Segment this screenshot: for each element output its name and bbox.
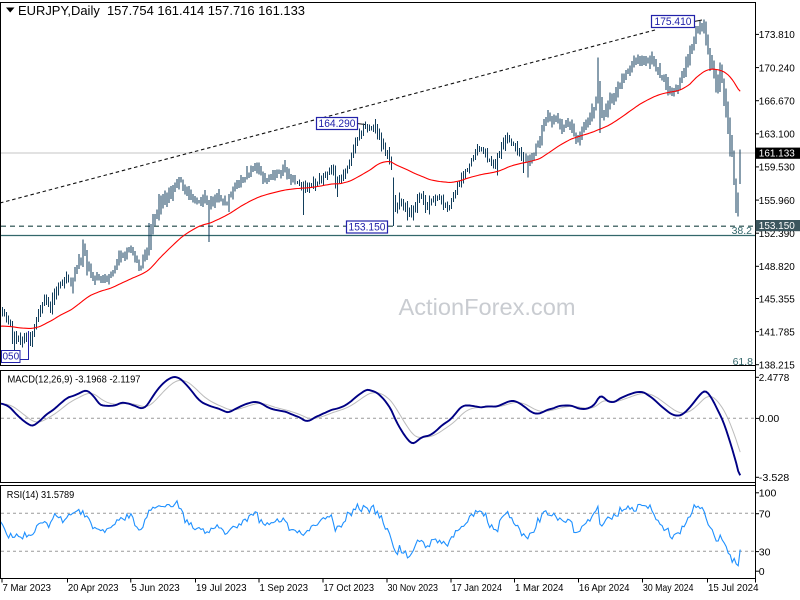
svg-text:RSI(14) 31.5789: RSI(14) 31.5789 [7,489,75,501]
svg-text:100: 100 [759,488,777,500]
svg-text:17 Jan 2024: 17 Jan 2024 [452,582,503,594]
svg-text:141.785: 141.785 [759,326,795,338]
svg-text:70: 70 [759,509,771,521]
svg-text:166.670: 166.670 [759,96,795,108]
svg-text:159.530: 159.530 [759,162,795,174]
svg-text:19 Jul 2023: 19 Jul 2023 [196,582,247,594]
svg-text:0: 0 [759,566,765,578]
svg-text:30 May 2024: 30 May 2024 [643,582,694,594]
svg-text:173.810: 173.810 [759,29,795,41]
svg-text:16 Apr 2024: 16 Apr 2024 [579,582,630,594]
svg-text:0.00: 0.00 [759,413,780,425]
svg-text:7 Mar 2023: 7 Mar 2023 [3,582,52,594]
svg-text:148.820: 148.820 [759,261,795,273]
svg-text:153.150: 153.150 [759,220,795,232]
svg-text:1 Sep 2023: 1 Sep 2023 [260,582,309,594]
svg-text:2.4778: 2.4778 [759,372,790,384]
svg-text:138.215: 138.215 [759,360,795,372]
svg-text:1 Mar 2024: 1 Mar 2024 [515,582,564,594]
svg-text:153.150: 153.150 [349,222,386,234]
svg-text:EURJPY,Daily 157.754 161.414: EURJPY,Daily 157.754 161.414 157.716 161… [18,4,305,18]
svg-text:30: 30 [759,546,771,558]
svg-text:155.960: 155.960 [759,195,795,207]
svg-text:170.240: 170.240 [759,62,795,74]
svg-text:164.290: 164.290 [319,118,356,130]
svg-text:38.2: 38.2 [732,225,753,237]
svg-text:145.355: 145.355 [759,293,795,305]
svg-text:61.8: 61.8 [733,356,754,368]
svg-text:15 Jul 2024: 15 Jul 2024 [708,582,759,594]
svg-text:-3.528: -3.528 [759,472,790,484]
svg-text:ActionForex.com: ActionForex.com [399,294,576,320]
svg-text:MACD(12,26,9) -3.1968 -2.1197: MACD(12,26,9) -3.1968 -2.1197 [8,374,141,386]
svg-text:175.410: 175.410 [655,16,692,28]
svg-text:161.133: 161.133 [759,148,795,160]
svg-text:20 Apr 2023: 20 Apr 2023 [68,582,119,594]
svg-text:5 Jun 2023: 5 Jun 2023 [131,582,180,594]
svg-text:17 Oct 2023: 17 Oct 2023 [324,582,375,594]
svg-text:30 Nov 2023: 30 Nov 2023 [388,582,439,594]
svg-text:163.100: 163.100 [759,129,795,141]
svg-text:050: 050 [2,352,19,363]
